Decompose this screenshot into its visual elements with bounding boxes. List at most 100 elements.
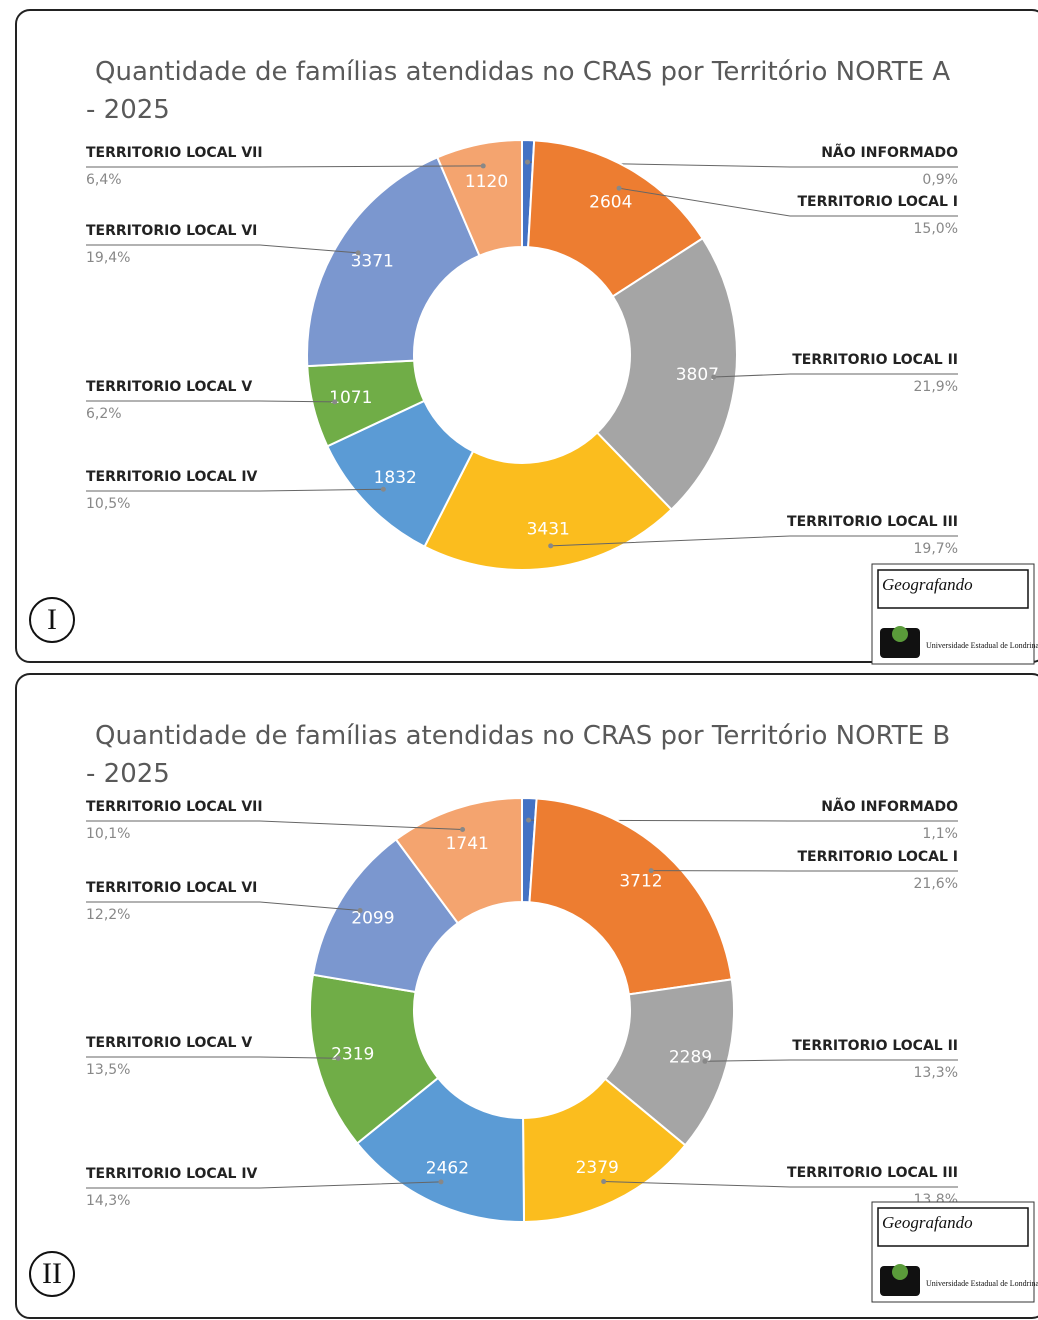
percent-label: 0,9% [922,172,958,188]
value-label: 2379 [576,1158,619,1178]
leader-dot [711,374,717,380]
leader-dot [702,1058,708,1064]
donut-slice [306,156,481,368]
value-label: 1741 [446,834,489,854]
value-label: 2604 [589,192,632,212]
logo-frame [877,1207,1029,1247]
percent-label: 19,4% [86,250,130,266]
donut-slice [595,236,738,511]
value-label: 3712 [619,872,662,892]
university-emblem [880,1266,920,1296]
category-label: TERRITORIO LOCAL II [792,352,958,368]
leader-dot [526,817,532,823]
percent-label: 1,1% [922,826,958,842]
value-label: 2462 [426,1158,469,1178]
donut-slice [394,796,523,925]
leader-dot [355,250,361,256]
leader-line [704,1059,958,1062]
leader-dot [648,868,654,874]
category-label: TERRITORIO LOCAL IV [86,469,258,485]
value-label: 2289 [669,1047,712,1067]
value-label: 3431 [527,520,570,540]
chart-title: Quantidade de famílias atendidas no CRAS… [86,721,951,789]
category-label: TERRITORIO LOCAL III [787,514,958,530]
value-label: 1120 [465,172,508,192]
category-label: TERRITORIO LOCAL V [86,1035,252,1051]
percent-label: 10,1% [86,826,130,842]
chart-title: Quantidade de famílias atendidas no CRAS… [86,57,951,125]
category-label: NÃO INFORMADO [821,144,958,161]
university-name: Universidade Estadual de Londrina [926,641,1038,650]
percent-label: 6,2% [86,406,122,422]
category-label: TERRITORIO LOCAL VI [86,880,257,896]
category-label: TERRITORIO LOCAL II [792,1038,958,1054]
leader-line [603,1181,958,1188]
value-label: 2099 [351,908,394,928]
leader-line [86,488,384,492]
panel-border [15,673,1038,1319]
logo-text: Geografando [882,1213,973,1232]
university-emblem-dot [892,1264,908,1280]
leader-line [86,1056,339,1059]
leader-line [550,535,958,547]
leader-line [86,244,359,254]
value-label: 3371 [351,252,394,272]
leader-line [713,373,958,378]
category-label: TERRITORIO LOCAL V [86,379,252,395]
leader-dot [616,185,622,191]
leader-dot [357,908,363,914]
leader-dot [601,1179,607,1185]
donut-slice [423,431,673,571]
leader-dot [548,543,554,549]
value-label: 3807 [676,365,719,385]
university-emblem [880,628,920,658]
category-label: TERRITORIO LOCAL I [797,194,958,210]
percent-label: 13,3% [914,1065,958,1081]
university-name: Universidade Estadual de Londrina [926,1279,1038,1288]
panel-label: II [42,1257,62,1290]
percent-label: 21,6% [914,876,958,892]
leader-dot [480,163,486,169]
category-label: NÃO INFORMADO [821,798,958,815]
donut-slice [522,1077,687,1223]
value-label: 1832 [374,468,417,488]
leader-line [86,820,463,831]
panel-badge [29,597,75,643]
university-emblem-dot [892,626,908,642]
category-label: TERRITORIO LOCAL I [797,849,958,865]
leader-dot [438,1179,444,1185]
percent-label: 14,3% [86,1193,130,1209]
category-label: TERRITORIO LOCAL VI [86,223,257,239]
leader-line [86,165,484,168]
percent-label: 21,9% [914,379,958,395]
leader-dot [380,486,386,492]
leader-line [86,400,335,403]
leader-dot [332,399,338,405]
panel-label: I [47,603,57,636]
category-label: TERRITORIO LOCAL VII [86,799,263,815]
value-label: 1071 [329,388,372,408]
percent-label: 19,7% [914,541,958,557]
percent-label: 13,5% [86,1062,130,1078]
logo-frame [877,569,1029,609]
leader-dot [524,159,530,165]
donut-slice [527,139,704,298]
leader-line [86,1181,442,1189]
category-label: TERRITORIO LOCAL IV [86,1166,258,1182]
panel-badge [29,1251,75,1297]
value-label: 2319 [331,1044,374,1064]
category-label: TERRITORIO LOCAL VII [86,145,263,161]
percent-label: 15,0% [914,221,958,237]
leader-dot [335,1055,341,1061]
percent-label: 12,2% [86,907,130,923]
panel-border [15,9,1038,663]
donut-slice [528,797,733,996]
donut-slice [436,138,523,258]
leader-dot [460,827,466,833]
leader-line [618,187,958,217]
logo-text: Geografando [882,575,973,594]
leader-line [86,901,361,912]
percent-label: 10,5% [86,496,130,512]
